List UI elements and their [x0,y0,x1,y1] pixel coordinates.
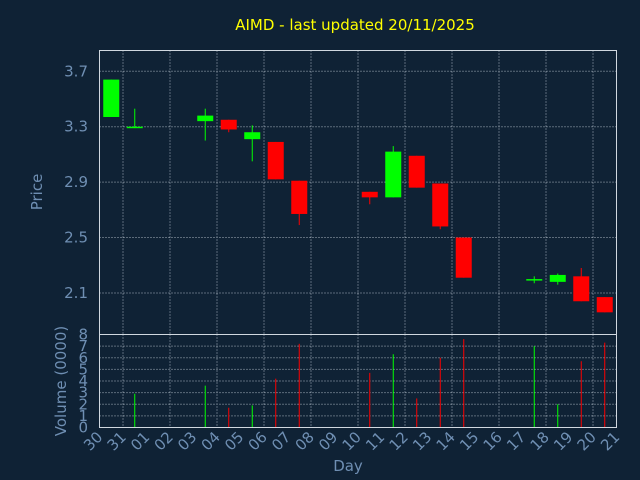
candle-body [291,180,308,214]
day-tick-label: 01 [127,428,153,454]
day-tick-label: 17 [503,428,529,454]
day-tick-label: 18 [527,428,553,454]
volume-axis-label: Volume (0000) [52,326,70,436]
candle-body [455,237,472,278]
candle-body [126,126,143,129]
candle-body [408,155,425,188]
day-tick-label: 19 [550,428,576,454]
day-tick-labels: 3031010203040506070809101112131415161718… [80,428,623,454]
volume-tick-label: 0 [78,419,88,437]
day-tick-label: 02 [151,428,177,454]
day-tick-label: 15 [456,428,482,454]
volume-tick-label: 7 [78,337,88,355]
volume-panel-frame [99,334,617,428]
price-tick-label: 2.1 [64,284,88,302]
day-tick-label: 10 [339,428,365,454]
candle-body [526,279,543,281]
day-tick-label: 11 [362,428,388,454]
day-tick-label: 07 [268,428,294,454]
price-tick-label: 2.9 [64,173,88,191]
candle-body [432,183,449,227]
candle-body [573,276,590,302]
candle-body [361,191,378,198]
price-tick-label: 3.7 [64,62,88,80]
day-tick-label: 31 [104,428,130,454]
day-tick-label: 06 [245,428,271,454]
candle-body [244,132,261,140]
volume-tick-label: 8 [78,326,88,344]
day-tick-label: 14 [433,428,459,454]
day-tick-label: 21 [597,428,623,454]
candle-body [103,79,120,117]
day-axis-label: Day [333,457,363,475]
candle-body [385,151,402,198]
price-tick-labels: 3.7 3.3 2.9 2.5 2.1 [64,62,88,302]
day-tick-label: 09 [315,428,341,454]
chart-title: AIMD - last updated 20/11/2025 [235,16,475,34]
candle-body [596,297,613,313]
price-tick-label: 3.3 [64,118,88,136]
volume-tick-label: 5 [78,360,88,378]
price-tick-label: 2.5 [64,229,88,247]
volume-bars [134,339,606,428]
day-tick-label: 16 [480,428,506,454]
candle-body [197,115,214,122]
candle-body [549,274,566,282]
day-tick-label: 04 [198,428,224,454]
volume-tick-label: 1 [78,407,88,425]
price-grid [99,50,617,335]
candle-body [267,141,284,180]
day-tick-label: 03 [174,428,200,454]
volume-grid [99,334,617,428]
day-tick-label: 05 [221,428,247,454]
day-tick-label: 12 [386,428,412,454]
price-candles [103,79,613,313]
day-tick-label: 08 [292,428,318,454]
candle-body [220,119,237,130]
volume-tick-label: 4 [78,372,88,390]
day-tick-label: 13 [409,428,435,454]
price-axis-label: Price [28,174,46,211]
volume-tick-label: 6 [78,349,88,367]
volume-tick-label: 2 [78,395,88,413]
volume-tick-label: 3 [78,384,88,402]
day-tick-label: 20 [574,428,600,454]
